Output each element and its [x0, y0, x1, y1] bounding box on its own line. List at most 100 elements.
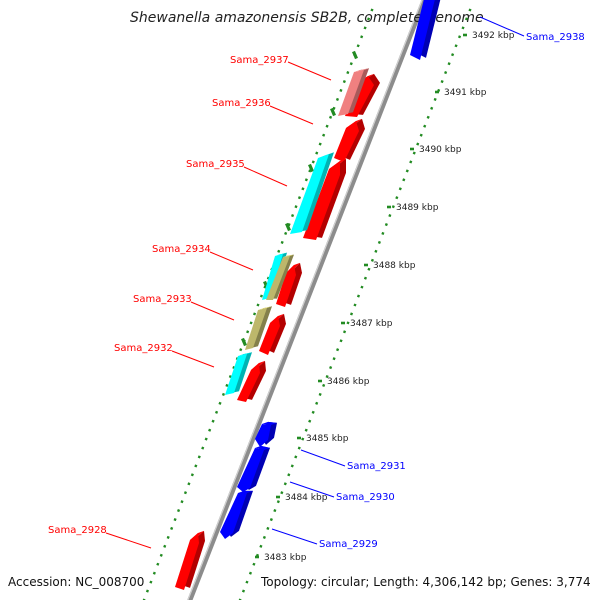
- guide-dot: [342, 330, 347, 334]
- guide-dot: [367, 267, 371, 271]
- gene-sama-2930-face: [237, 448, 264, 492]
- map-title: Shewanella amazonensis SB2B, complete ge…: [130, 10, 484, 26]
- gene-sama-2929-face: [220, 493, 247, 539]
- gene-label-leader: [190, 301, 235, 321]
- gene-sama-2933-top: [270, 313, 284, 323]
- gene-label-right: Sama_2938: [526, 32, 585, 43]
- guide-dot: [339, 339, 343, 343]
- guide-dot: [322, 383, 326, 388]
- guide-dot: [468, 8, 472, 12]
- gene-label-right: Sama_2929: [319, 539, 378, 550]
- gene-label-left: Sama_2933: [133, 294, 192, 305]
- kbp-tick-label: 3492 kbp: [472, 31, 515, 41]
- guide-dot: [402, 178, 406, 182]
- guide-dot: [249, 321, 253, 325]
- feature-sama-2932-top: [238, 352, 252, 356]
- guide-dot: [318, 142, 322, 146]
- kbp-tick-label: 3491 kbp: [444, 88, 487, 98]
- guide-dot: [156, 562, 160, 566]
- guide-dot: [353, 303, 357, 307]
- guide-dot: [277, 249, 281, 253]
- guide-dot: [419, 133, 423, 137]
- guide-dot: [454, 44, 458, 48]
- major-tick: [241, 337, 247, 347]
- guide-dot: [290, 464, 294, 468]
- guide-dot: [318, 392, 322, 396]
- guide-dot: [176, 509, 181, 513]
- guide-dot: [266, 526, 270, 531]
- feature-sama-2935: [290, 152, 334, 234]
- guide-dot: [311, 410, 315, 414]
- gene-sama-2935-top: [329, 158, 346, 169]
- guide-dot: [273, 509, 277, 513]
- kbp-tick-label: 3488 kbp: [373, 261, 416, 271]
- feature-sama-2935-top: [318, 152, 334, 158]
- guide-dot: [366, 17, 371, 21]
- guide-dot: [166, 535, 170, 539]
- guide-dot: [284, 231, 288, 236]
- gene-label-leader: [300, 449, 346, 467]
- guide-dot: [457, 35, 462, 39]
- gene-label-leader: [269, 105, 314, 125]
- gene-sama-2928: [175, 530, 205, 590]
- gene-label-right: Sama_2930: [336, 492, 395, 503]
- guide-dot: [190, 473, 194, 477]
- gene-sama-2931-face: [255, 424, 271, 447]
- gene-label-left: Sama_2937: [230, 55, 289, 66]
- guide-dot: [308, 419, 312, 423]
- feature-sama-2937-face: [338, 70, 364, 116]
- gene-sama-2936-face: [334, 121, 359, 162]
- gene-label-left: Sama_2934: [152, 244, 211, 255]
- guide-dot: [308, 169, 312, 173]
- gene-sama-2932-face: [237, 363, 260, 402]
- kbp-tick-label: 3483 kbp: [264, 553, 307, 563]
- gene-sama-2938-face: [410, 0, 435, 60]
- guide-dot: [391, 205, 395, 209]
- guide-dot: [311, 160, 315, 164]
- guide-dot: [238, 598, 242, 600]
- guide-dot: [170, 526, 174, 531]
- guide-dot: [290, 214, 295, 218]
- guide-dot: [464, 17, 469, 21]
- guide-dot: [304, 428, 308, 432]
- gene-sama-2931-top: [262, 421, 277, 425]
- gene-label-left: Sama_2932: [114, 343, 173, 354]
- feature-sama-2932: [225, 352, 252, 395]
- gene-sama-2930: [237, 445, 270, 492]
- feature-sama-2935-face: [290, 154, 329, 234]
- guide-dot: [287, 473, 291, 477]
- guide-dot: [152, 571, 156, 575]
- guide-dot: [262, 535, 266, 539]
- gene-sama-2928-top: [190, 530, 204, 540]
- gene-label-leader: [171, 350, 215, 368]
- gene-sama-2930-top: [255, 445, 270, 450]
- feature-sama-2933: [245, 306, 272, 350]
- backbone-line: [187, 0, 427, 600]
- guide-dot: [280, 240, 284, 244]
- guide-dot: [208, 428, 212, 432]
- guide-dot: [218, 401, 222, 405]
- guide-dot: [325, 124, 329, 128]
- guide-dot: [416, 142, 420, 146]
- guide-dot: [447, 62, 451, 66]
- guide-dot: [297, 446, 301, 450]
- guide-dot: [395, 196, 399, 200]
- guide-dot: [398, 187, 402, 191]
- backbone-highlight: [187, 0, 423, 600]
- gene-label-leader: [287, 61, 332, 81]
- guide-dot: [374, 249, 378, 253]
- guide-dot: [252, 562, 256, 566]
- gene-sama-2934: [276, 262, 302, 307]
- guide-dot: [451, 53, 455, 57]
- guide-dot: [444, 71, 448, 75]
- gene-sama-2936-top: [346, 118, 362, 128]
- topology-summary: Topology: circular; Length: 4,306,142 bp…: [260, 575, 591, 589]
- guide-dot: [315, 401, 319, 405]
- guide-dot: [246, 330, 250, 334]
- guide-dot: [294, 205, 298, 209]
- kbp-tick-label: 3486 kbp: [327, 377, 370, 387]
- major-tick: [330, 107, 336, 117]
- gene-sama-2931: [255, 421, 277, 447]
- guide-dot: [356, 294, 361, 298]
